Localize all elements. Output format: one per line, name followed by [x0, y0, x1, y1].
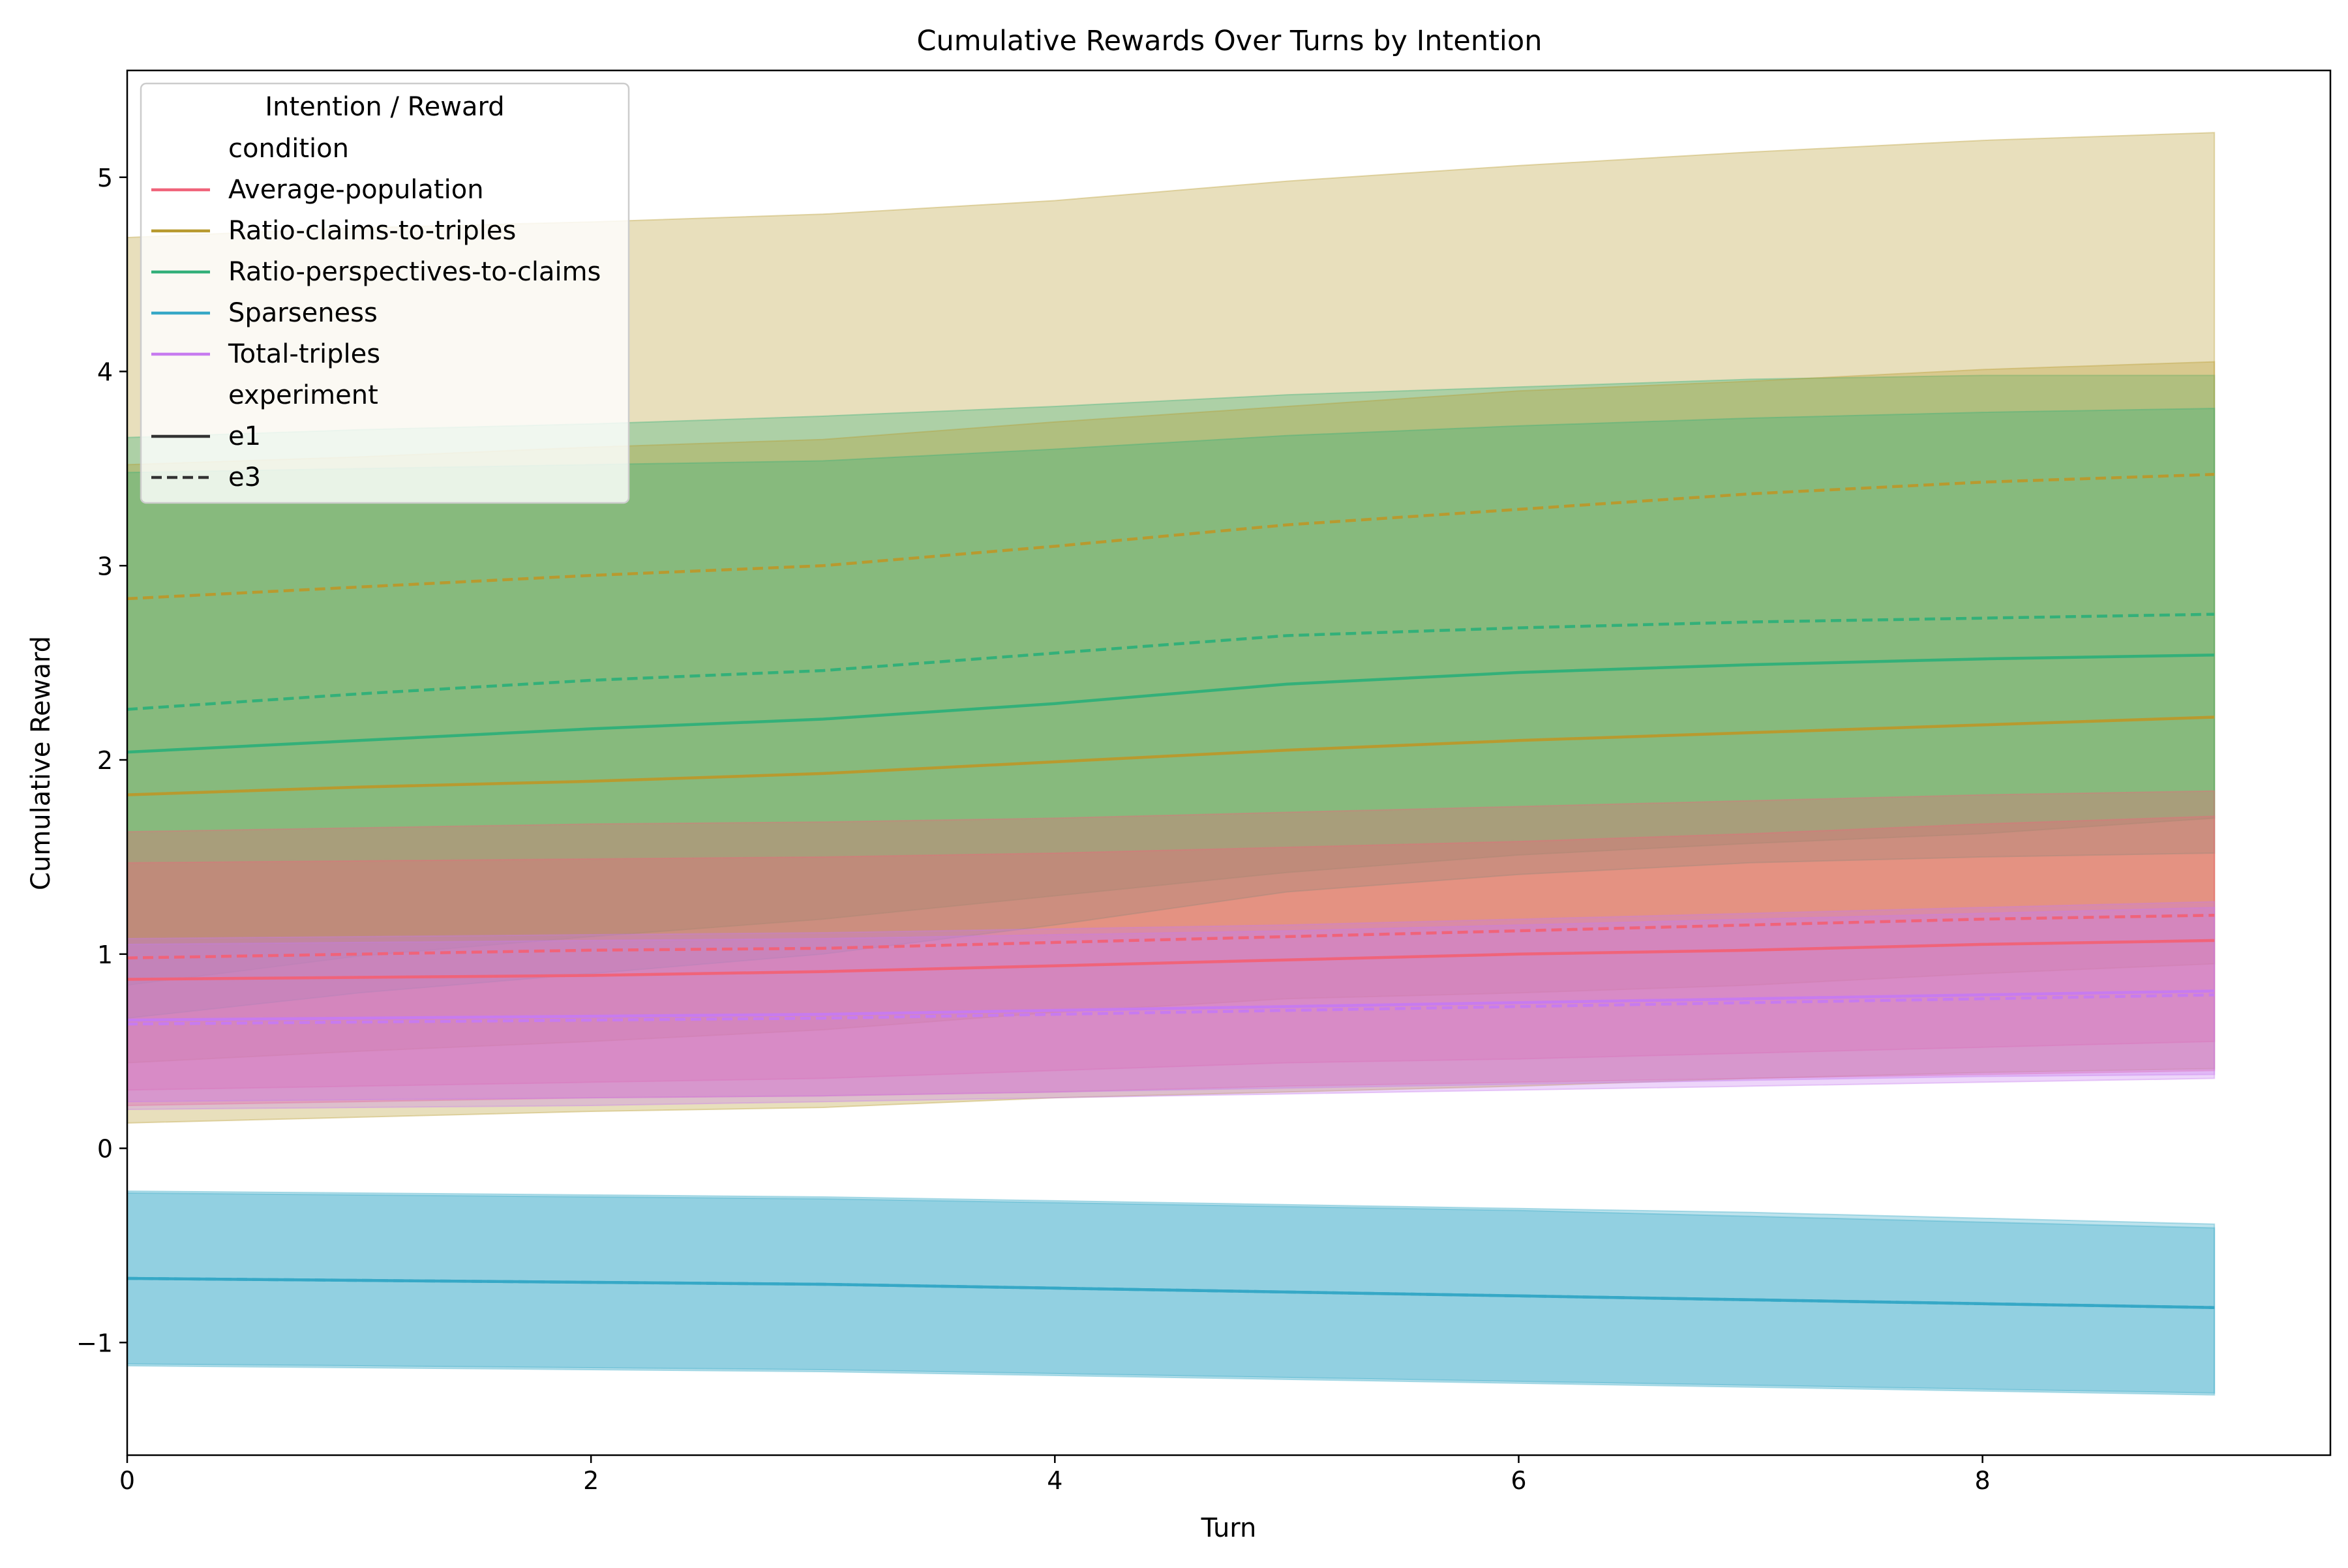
series-line-ratio-perspectives-to-claims-e1 — [127, 653, 2215, 754]
confidence-band-sparseness-e1 — [127, 1192, 2216, 1394]
series-line-total-triples-e3 — [127, 993, 2215, 1026]
confidence-band-total-triples-e1 — [127, 907, 2216, 1103]
x-tick-label: 2 — [583, 1466, 599, 1495]
x-tick-label: 4 — [1047, 1466, 1062, 1495]
legend-heading-condition: condition — [228, 134, 349, 164]
legend-heading-experiment: experiment — [228, 380, 378, 410]
y-tick-label: −1 — [76, 1329, 113, 1357]
x-tick-label: 0 — [119, 1466, 135, 1495]
legend-item-label: Ratio-perspectives-to-claims — [228, 257, 601, 287]
y-axis-label: Cumulative Reward — [26, 636, 56, 890]
confidence-band-average-population-e1 — [127, 815, 2216, 1107]
y-tick-label: 5 — [97, 164, 113, 192]
legend-title: Intention / Reward — [265, 92, 504, 122]
y-tick-label: 0 — [97, 1135, 113, 1164]
confidence-band-ratio-claims-to-triples-e3 — [127, 132, 2216, 1124]
chart-title: Cumulative Rewards Over Turns by Intenti… — [917, 25, 1543, 57]
series-line-average-population-e1 — [127, 939, 2215, 981]
y-tick-label: 3 — [97, 552, 113, 580]
confidence-band-ratio-claims-to-triples-e1 — [127, 361, 2216, 1064]
series-line-average-population-e3 — [127, 913, 2215, 959]
series-line-ratio-claims-to-triples-e3 — [127, 473, 2215, 601]
x-tick-label: 6 — [1511, 1466, 1526, 1495]
x-axis-label: Turn — [1201, 1513, 1257, 1543]
plot-frame — [126, 69, 2332, 1456]
legend-item-label: e3 — [228, 462, 261, 492]
legend-item-label: Total-triples — [228, 339, 380, 369]
x-axis: 0 2 4 6 8 — [119, 1455, 1991, 1495]
series-line-sparseness-e3 — [127, 1276, 2215, 1309]
legend-item-label: Average-population — [228, 175, 484, 205]
confidence-band-total-triples-e3 — [127, 901, 2216, 1111]
y-tick-label: 2 — [97, 746, 113, 775]
y-tick-label: 1 — [97, 941, 113, 969]
legend-item-label: Ratio-claims-to-triples — [228, 216, 516, 246]
confidence-bands — [127, 132, 2216, 1396]
legend-entries: condition Average-population Ratio-claims-… — [151, 134, 601, 492]
series-line-ratio-claims-to-triples-e1 — [127, 716, 2215, 796]
x-tick-label: 8 — [1975, 1466, 1991, 1495]
confidence-band-sparseness-e3 — [127, 1190, 2216, 1396]
legend: Intention / Reward condition Average-popu… — [140, 82, 630, 504]
legend-item-label: e1 — [228, 421, 261, 451]
series-lines — [127, 473, 2215, 1309]
confidence-band-ratio-perspectives-to-claims-e3 — [127, 374, 2216, 986]
series-line-ratio-perspectives-to-claims-e3 — [127, 612, 2215, 711]
y-tick-label: 4 — [97, 358, 113, 387]
confidence-band-ratio-perspectives-to-claims-e1 — [127, 408, 2216, 1019]
legend-item-label: Sparseness — [228, 298, 378, 328]
y-axis: −1 0 1 2 3 4 5 — [76, 164, 127, 1357]
legend-frame — [140, 82, 630, 504]
series-line-total-triples-e1 — [127, 989, 2215, 1022]
